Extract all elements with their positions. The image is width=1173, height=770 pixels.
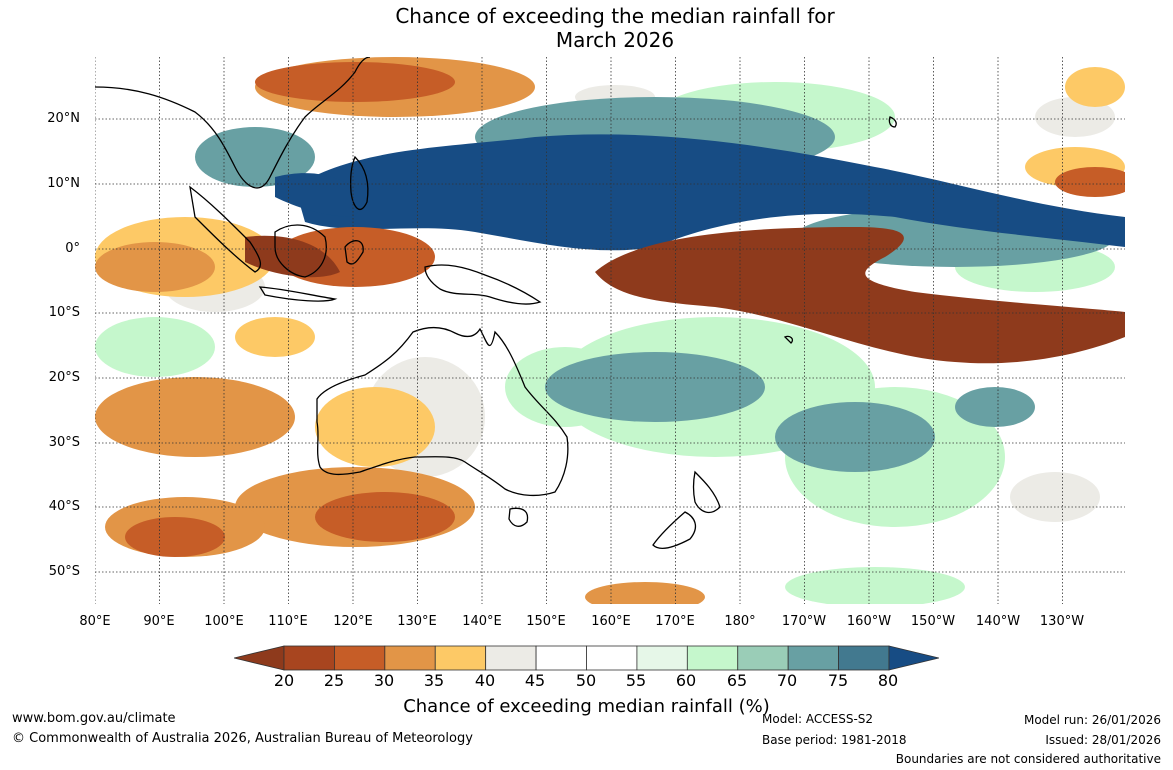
sulawesi-coast bbox=[344, 240, 364, 265]
lat-label-equator: 0° bbox=[65, 241, 80, 256]
lat-label-50s: 50°S bbox=[48, 564, 80, 579]
base-period-text: Base period: 1981-2018 bbox=[762, 733, 907, 747]
lon-label-120e: 120°E bbox=[333, 614, 373, 629]
graticule bbox=[95, 57, 1125, 604]
lon-label-180: 180° bbox=[724, 614, 756, 629]
lon-label-160e: 160°E bbox=[591, 614, 631, 629]
lon-label-170w: 170°W bbox=[781, 614, 827, 629]
lon-label-130w: 130°W bbox=[1039, 614, 1085, 629]
colorbar-tick-45: 45 bbox=[524, 671, 546, 690]
colorbar-tick-50: 50 bbox=[575, 671, 597, 690]
australia-coast bbox=[316, 326, 569, 497]
wet-high-band bbox=[295, 134, 1125, 251]
map-title: Chance of exceeding the median rainfall … bbox=[0, 4, 1173, 52]
colorbar-cell bbox=[384, 645, 436, 671]
model-run-text: Model run: 26/01/2026 bbox=[1023, 713, 1161, 727]
colorbar-tick-75: 75 bbox=[827, 671, 849, 690]
colorbar-tick-30: 30 bbox=[373, 671, 395, 690]
map-canvas bbox=[95, 57, 1125, 604]
dry-severe-patch bbox=[245, 235, 340, 278]
rainfall-map bbox=[95, 57, 1125, 604]
colorbar-upper-extend bbox=[888, 645, 939, 671]
lon-label-130e: 130°E bbox=[397, 614, 437, 629]
lon-label-90e: 90°E bbox=[143, 614, 175, 629]
colorbar-tick-20: 20 bbox=[273, 671, 295, 690]
sumatra-coast bbox=[189, 185, 262, 273]
colorbar-tick-60: 60 bbox=[675, 671, 697, 690]
wet-high-patch bbox=[275, 173, 365, 217]
colorbar-lower-extend bbox=[234, 645, 285, 671]
colorbar-cells bbox=[283, 645, 890, 671]
website-link[interactable]: www.bom.gov.au/climate bbox=[12, 711, 176, 726]
colorbar-cell bbox=[334, 645, 386, 671]
lon-label-140w: 140°W bbox=[975, 614, 1021, 629]
fiji-coast bbox=[783, 335, 794, 344]
lat-label-10s: 10°S bbox=[48, 305, 80, 320]
title-line-1: Chance of exceeding the median rainfall … bbox=[395, 4, 835, 28]
lon-label-140e: 140°E bbox=[462, 614, 502, 629]
java-coast bbox=[258, 286, 338, 302]
new-guinea-coast bbox=[424, 264, 542, 305]
lon-label-110e: 110°E bbox=[268, 614, 308, 629]
model-text: Model: ACCESS-S2 bbox=[762, 712, 874, 726]
colorbar-cell bbox=[787, 645, 839, 671]
lon-label-170e: 170°E bbox=[655, 614, 695, 629]
lat-label-20n: 20°N bbox=[47, 111, 80, 126]
dry-severe-band bbox=[595, 227, 1125, 364]
lon-label-150w: 150°W bbox=[910, 614, 956, 629]
issued-text: Issued: 28/01/2026 bbox=[1045, 733, 1161, 747]
philippines-coast bbox=[349, 155, 369, 211]
colorbar-tick-55: 55 bbox=[625, 671, 647, 690]
colorbar-tick-25: 25 bbox=[323, 671, 345, 690]
colorbar-tick-35: 35 bbox=[423, 671, 445, 690]
lon-label-150e: 150°E bbox=[526, 614, 566, 629]
borneo-coast bbox=[274, 224, 327, 278]
lat-label-20s: 20°S bbox=[48, 370, 80, 385]
colorbar-cell bbox=[838, 645, 890, 671]
colorbar-cell bbox=[485, 645, 537, 671]
colorbar-tick-70: 70 bbox=[776, 671, 798, 690]
lon-label-160w: 160°W bbox=[846, 614, 892, 629]
coastlines bbox=[95, 57, 897, 549]
lon-label-100e: 100°E bbox=[204, 614, 244, 629]
colorbar-cell bbox=[586, 645, 638, 671]
asia-coast bbox=[95, 57, 371, 189]
colorbar-cell bbox=[434, 645, 487, 671]
title-line-2: March 2026 bbox=[555, 28, 675, 52]
new-zealand-north-coast bbox=[692, 470, 721, 514]
colorbar-tick-65: 65 bbox=[726, 671, 748, 690]
colorbar-cell bbox=[737, 645, 789, 671]
tasmania-coast bbox=[508, 507, 529, 527]
lat-label-10n: 10°N bbox=[47, 176, 80, 191]
colorbar bbox=[234, 645, 939, 671]
colorbar-cell bbox=[636, 645, 688, 671]
lat-label-40s: 40°S bbox=[48, 499, 80, 514]
disclaimer-text: Boundaries are not considered authoritat… bbox=[895, 752, 1161, 766]
colorbar-cell bbox=[283, 645, 335, 671]
colorbar-tick-80: 80 bbox=[877, 671, 899, 690]
colorbar-cell bbox=[535, 645, 587, 671]
colorbar-tick-40: 40 bbox=[474, 671, 496, 690]
lat-label-30s: 30°S bbox=[48, 435, 80, 450]
colorbar-label: Chance of exceeding median rainfall (%) bbox=[403, 696, 770, 717]
colorbar-cell bbox=[686, 645, 739, 671]
new-zealand-south-coast bbox=[652, 511, 697, 549]
copyright-text: © Commonwealth of Australia 2026, Austra… bbox=[12, 731, 473, 746]
lon-label-80e: 80°E bbox=[79, 614, 111, 629]
